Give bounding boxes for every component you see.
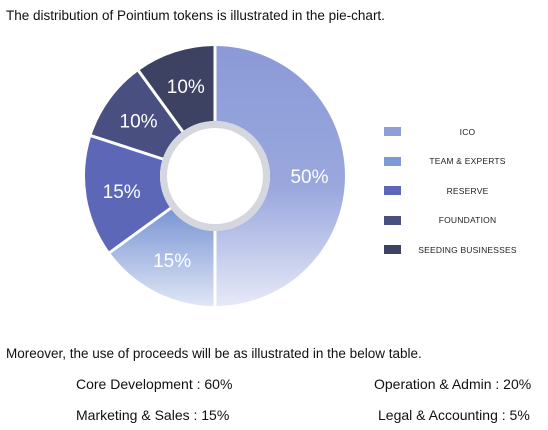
legend-label-reserve: RESERVE [446,185,489,196]
legend-item-foundation: FOUNDATION [384,206,534,236]
legend-swatch-reserve [384,186,401,196]
slice-seeding-businesses [139,46,214,131]
proceeds-marketing-sales: Marketing & Sales : 15% [76,407,230,423]
slice-ico [216,46,345,306]
slice-foundation [91,71,182,158]
slice-label-seeding-businesses: 10% [167,77,205,98]
donut-hole [167,128,263,224]
proceeds-legal-accounting: Legal & Accounting : 5% [378,407,530,423]
legend-swatch-team-experts [384,156,401,166]
legend-item-team-experts: TEAM & EXPERTS [384,147,534,177]
proceeds-operation-admin: Operation & Admin : 20% [374,376,532,392]
chart-legend: ICO TEAM & EXPERTS RESERVE FOUNDATION SE… [384,117,534,265]
slice-label-foundation: 10% [120,111,158,132]
slice-label-ico: 50% [290,167,328,188]
slice-label-reserve: 15% [103,182,141,203]
legend-swatch-foundation [384,215,401,225]
legend-item-ico: ICO [384,117,534,147]
legend-label-seeding-businesses: SEEDING BUSINESSES [418,244,517,255]
legend-label-foundation: FOUNDATION [438,215,497,226]
legend-item-reserve: RESERVE [384,176,534,206]
slice-label-team-experts: 15% [153,251,191,272]
legend-label-team-experts: TEAM & EXPERTS [429,156,506,167]
outro-text: Moreover, the use of proceeds will be as… [6,346,422,361]
legend-label-ico: ICO [459,126,476,137]
donut-chart: 50% 15% 15% 10% 10% [85,46,345,306]
slice-team-experts [110,209,214,306]
intro-text: The distribution of Pointium tokens is i… [6,8,385,23]
slice-reserve [85,137,170,252]
legend-item-seeding-businesses: SEEDING BUSINESSES [384,235,534,265]
legend-swatch-seeding-businesses [384,245,401,255]
legend-swatch-ico [384,127,401,137]
proceeds-core-development: Core Development : 60% [76,376,233,392]
